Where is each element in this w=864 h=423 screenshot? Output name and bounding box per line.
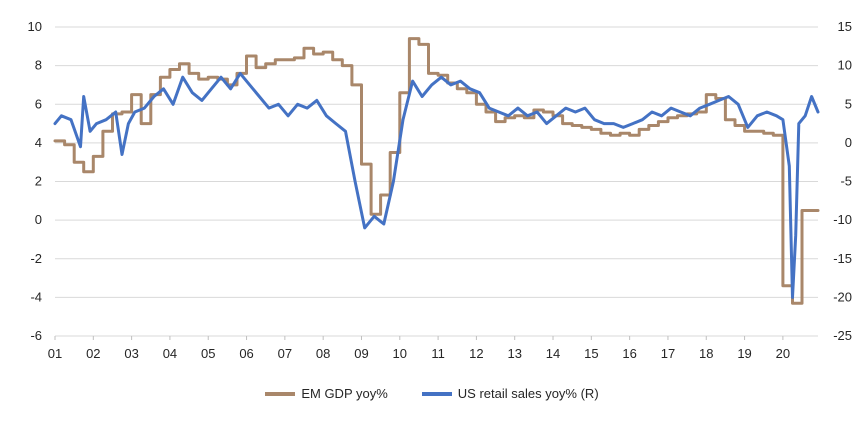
legend: EM GDP yoy% US retail sales yoy% (R) — [0, 386, 864, 401]
x-tick-label: 03 — [124, 346, 138, 361]
left-tick-label: -4 — [30, 289, 42, 304]
series-line-em-gdp — [53, 37, 820, 305]
legend-label-us-retail: US retail sales yoy% (R) — [457, 386, 599, 401]
x-tick-label: 19 — [737, 346, 751, 361]
left-tick-label: 6 — [35, 96, 42, 111]
right-tick-label: 10 — [838, 58, 852, 73]
left-tick-label: 4 — [35, 135, 42, 150]
x-tick-label: 01 — [48, 346, 62, 361]
x-tick-label: 16 — [622, 346, 636, 361]
x-tick-label: 07 — [278, 346, 292, 361]
gridlines — [55, 26, 818, 337]
left-tick-label: 0 — [35, 212, 42, 227]
x-tick-label: 04 — [163, 346, 177, 361]
series-layer — [53, 37, 820, 305]
x-tick-label: 09 — [354, 346, 368, 361]
x-tick-label: 15 — [584, 346, 598, 361]
x-axis: 01 02 03 04 05 06 07 08 09 10 11 12 13 14 15 16 17 18 19 20 — [48, 336, 790, 361]
right-axis: -25 -20 -15 -10 -5 0 5 10 15 — [833, 19, 852, 343]
x-tick-label: 12 — [469, 346, 483, 361]
x-tick-label: 06 — [239, 346, 253, 361]
left-tick-label: 8 — [35, 58, 42, 73]
x-tick-label: 11 — [431, 346, 445, 361]
x-tick-label: 20 — [776, 346, 790, 361]
right-tick-label: 0 — [845, 135, 852, 150]
x-tick-label: 05 — [201, 346, 215, 361]
x-tick-label: 08 — [316, 346, 330, 361]
legend-swatch-us-retail — [421, 391, 452, 396]
right-tick-label: 5 — [845, 96, 852, 111]
legend-swatch-em-gdp — [265, 391, 296, 396]
right-tick-label: -10 — [833, 212, 852, 227]
right-tick-label: -25 — [833, 328, 852, 343]
right-tick-label: -15 — [833, 251, 852, 266]
x-tick-label: 10 — [393, 346, 407, 361]
right-tick-label: 15 — [838, 19, 852, 34]
left-tick-label: -6 — [30, 328, 42, 343]
left-tick-label: 2 — [35, 174, 42, 189]
x-tick-label: 02 — [86, 346, 100, 361]
x-tick-label: 13 — [507, 346, 521, 361]
series-line-us-retail — [53, 71, 820, 299]
legend-item-us-retail: US retail sales yoy% (R) — [421, 386, 599, 401]
left-tick-label: -2 — [30, 251, 42, 266]
left-axis: -6 -4 -2 0 2 4 6 8 10 — [28, 19, 42, 343]
right-tick-label: -20 — [833, 289, 852, 304]
x-tick-label: 14 — [546, 346, 560, 361]
right-tick-label: -5 — [840, 174, 852, 189]
left-tick-label: 10 — [28, 19, 42, 34]
x-tick-label: 17 — [661, 346, 675, 361]
x-tick-label: 18 — [699, 346, 713, 361]
legend-label-em-gdp: EM GDP yoy% — [301, 386, 388, 401]
legend-item-em-gdp: EM GDP yoy% — [265, 386, 388, 401]
